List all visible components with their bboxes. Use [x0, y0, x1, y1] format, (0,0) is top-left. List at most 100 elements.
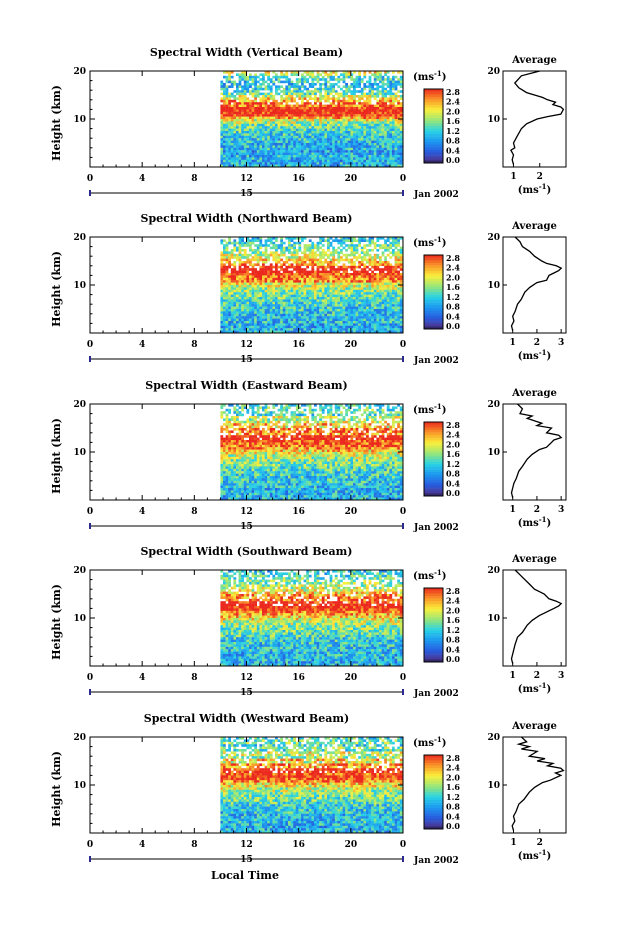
heatmap-cell: [314, 116, 317, 120]
heatmap-cell: [293, 282, 296, 286]
heatmap-cell: [249, 311, 252, 314]
heatmap-cell: [327, 253, 330, 257]
heatmap-cell: [301, 261, 304, 264]
heatmap-cell: [264, 258, 268, 262]
heatmap-cell: [303, 164, 307, 168]
heatmap-cell: [329, 162, 333, 165]
heatmap-cell: [238, 116, 242, 120]
heatmap-cell: [225, 152, 229, 156]
heatmap-cell: [366, 85, 369, 88]
heatmap-cell: [238, 263, 242, 266]
heatmap-cell: [277, 111, 281, 115]
heatmap-cell: [303, 152, 307, 156]
heatmap-cell: [256, 282, 260, 286]
heatmap-cell: [293, 325, 296, 329]
heatmap-cell: [303, 155, 307, 158]
heatmap-cell: [379, 102, 382, 105]
heatmap-cell: [319, 109, 322, 112]
heatmap-cell: [298, 164, 302, 168]
heatmap-cell: [230, 292, 234, 295]
heatmap-cell: [384, 241, 387, 245]
heatmap-cell: [301, 321, 304, 324]
heatmap-cell: [360, 135, 364, 139]
heatmap-cell: [306, 155, 309, 158]
heatmap-cell: [220, 109, 224, 112]
heatmap-cell: [311, 251, 315, 254]
heatmap-cell: [282, 280, 286, 283]
heatmap-cell: [298, 275, 302, 278]
heatmap-cell: [316, 328, 320, 331]
heatmap-cell: [392, 80, 395, 84]
heatmap-cell: [311, 328, 315, 331]
heatmap-cell: [238, 237, 242, 240]
heatmap-cell: [321, 316, 325, 319]
heatmap-cell: [394, 164, 398, 168]
heatmap-cell: [381, 318, 385, 322]
heatmap-cell: [355, 157, 359, 160]
heatmap-cell: [254, 239, 257, 242]
heatmap-cell: [334, 285, 338, 288]
heatmap-cell: [306, 299, 309, 302]
heatmap-cell: [293, 289, 296, 293]
heatmap-cell: [350, 92, 354, 96]
heatmap-cell: [282, 99, 286, 103]
heatmap-cell: [220, 239, 224, 242]
heatmap-cell: [241, 107, 244, 110]
heatmap-cell: [360, 311, 364, 314]
heatmap-cell: [269, 309, 273, 312]
heatmap-cell: [329, 253, 333, 257]
heatmap-cell: [272, 297, 276, 300]
colorbar-segment: [424, 149, 443, 153]
heatmap-cell: [376, 318, 380, 322]
heatmap-cell: [353, 102, 356, 105]
heatmap-cell: [277, 244, 281, 247]
heatmap-cell: [314, 313, 317, 317]
heatmap-cell: [321, 116, 325, 120]
heatmap-cell: [345, 87, 348, 91]
heatmap-cell: [386, 318, 390, 322]
heatmap-cell: [275, 325, 278, 329]
heatmap-cell: [363, 323, 367, 326]
heatmap-cell: [381, 95, 385, 98]
heatmap-cell: [246, 311, 250, 314]
heatmap-cell: [399, 157, 403, 160]
heatmap-cell: [282, 316, 286, 319]
heatmap-cell: [238, 107, 242, 110]
heatmap-cell: [368, 249, 372, 252]
heatmap-cell: [246, 111, 250, 115]
heatmap-cell: [394, 135, 398, 139]
heatmap-cell: [225, 119, 229, 122]
heatmap-cell: [290, 128, 294, 132]
heatmap-cell: [353, 270, 356, 274]
heatmap-cell: [230, 104, 234, 108]
heatmap-cell: [379, 292, 382, 295]
heatmap-cell: [251, 119, 255, 122]
heatmap-cell: [301, 92, 304, 96]
heatmap-cell: [225, 145, 229, 148]
heatmap-cell: [225, 133, 229, 136]
heatmap-cell: [394, 138, 398, 141]
heatmap-cell: [316, 147, 320, 151]
heatmap-cell: [223, 92, 226, 96]
heatmap-cell: [353, 328, 356, 331]
heatmap-cell: [246, 135, 250, 139]
heatmap-cell: [358, 159, 361, 163]
heatmap-cell: [316, 109, 320, 112]
heatmap-cell: [246, 241, 250, 245]
heatmap-cell: [223, 147, 226, 151]
heatmap-cell: [251, 116, 255, 120]
heatmap-cell: [384, 73, 387, 76]
heatmap-cell: [238, 287, 242, 290]
heatmap-cell: [373, 123, 377, 127]
heatmap-cell: [324, 109, 328, 112]
heatmap-cell: [384, 301, 387, 305]
heatmap-cell: [389, 157, 393, 160]
heatmap-cell: [295, 95, 299, 98]
heatmap-cell: [275, 104, 278, 108]
heatmap-cell: [295, 273, 299, 276]
heatmap-cell: [327, 313, 330, 317]
heatmap-cell: [262, 145, 265, 148]
heatmap-cell: [345, 285, 348, 288]
heatmap-cell: [373, 297, 377, 300]
heatmap-cell: [345, 237, 348, 240]
